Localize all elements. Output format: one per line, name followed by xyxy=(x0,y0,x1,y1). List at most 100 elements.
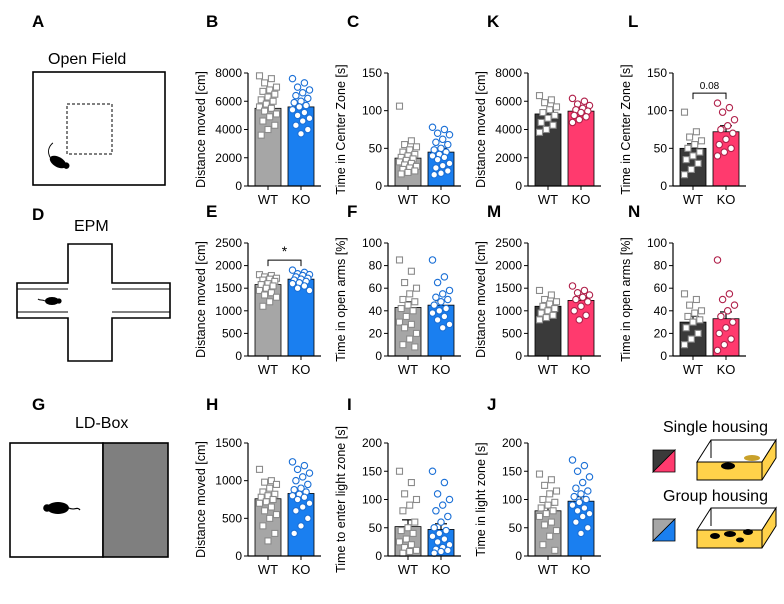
data-point-wt xyxy=(267,104,275,112)
mouse-icon xyxy=(43,502,81,514)
housing-legend: Single housing Group housing xyxy=(652,419,777,549)
data-point-ko xyxy=(298,89,307,97)
data-point-wt xyxy=(689,318,697,326)
panel-letter-i: I xyxy=(347,395,352,414)
data-point-ko xyxy=(438,323,447,332)
data-point-ko xyxy=(440,478,449,487)
data-point-wt xyxy=(537,118,545,126)
data-point-wt xyxy=(542,510,550,518)
data-point-wt xyxy=(552,527,561,535)
panel-letter-f: F xyxy=(347,202,357,221)
swatch-group-housing xyxy=(652,518,676,542)
data-point-ko xyxy=(580,286,589,295)
x-tick-label-wt: WT xyxy=(398,362,418,377)
data-point-ko xyxy=(577,302,585,311)
data-point-wt xyxy=(541,481,549,489)
chart-panel-k: K Distance moved [cm] 0 2000 4000 6000 8000 WT K… xyxy=(474,12,601,207)
bar-wt xyxy=(254,107,282,187)
data-point-ko xyxy=(432,293,440,301)
data-point-wt xyxy=(257,96,265,104)
data-point-wt xyxy=(259,87,267,95)
data-point-ko xyxy=(293,111,302,120)
data-point-wt xyxy=(549,311,557,319)
data-point-wt xyxy=(272,110,281,118)
data-point-ko xyxy=(580,504,589,512)
data-point-ko xyxy=(428,467,437,475)
panel-letter-b: B xyxy=(206,12,218,31)
significance-bracket xyxy=(692,92,727,100)
data-point-wt xyxy=(541,295,549,304)
data-point-ko xyxy=(292,121,300,130)
data-point-ko xyxy=(720,148,729,156)
y-axis-label: Distance moved [cm] xyxy=(474,241,488,358)
data-point-ko xyxy=(437,518,445,526)
data-point-ko xyxy=(444,140,452,149)
data-point-ko xyxy=(288,266,297,274)
data-point-wt xyxy=(395,318,404,326)
y-tick-label: 1500 xyxy=(495,281,522,295)
significance-label: 0.08 xyxy=(700,81,720,92)
data-point-wt xyxy=(696,148,704,156)
data-point-wt xyxy=(535,470,544,478)
panel-letter-h: H xyxy=(206,395,218,414)
data-point-ko xyxy=(433,129,442,138)
y-axis-label: Distance moved [cm] xyxy=(194,441,208,558)
data-point-ko xyxy=(722,135,730,144)
data-point-ko xyxy=(293,465,302,474)
data-point-wt xyxy=(412,329,421,337)
mouse-icon xyxy=(48,142,70,169)
data-point-wt xyxy=(401,278,409,287)
chart-panel-h: H Distance moved [cm] 0 500 1000 1500 WT KO xyxy=(194,395,321,577)
data-point-ko xyxy=(288,491,297,500)
data-point-ko xyxy=(300,493,309,501)
data-point-ko xyxy=(292,91,300,100)
data-point-wt xyxy=(272,83,281,91)
data-point-ko xyxy=(433,278,442,287)
data-point-ko xyxy=(440,153,449,162)
data-point-ko xyxy=(572,295,580,304)
chart-panel-l: L Time in Center Zone [s] 0 50 100 150 WT KO 0.0… xyxy=(619,12,746,207)
data-point-wt xyxy=(255,103,264,111)
y-tick-label: 8000 xyxy=(495,66,522,80)
data-point-ko xyxy=(298,473,307,481)
data-point-wt xyxy=(255,286,264,295)
x-tick-label-wt: WT xyxy=(538,562,558,577)
data-point-ko xyxy=(428,123,437,131)
panel-letter-k: K xyxy=(487,12,500,31)
data-point-wt xyxy=(535,316,544,324)
data-point-wt xyxy=(551,111,559,119)
data-point-ko xyxy=(582,495,590,504)
significance-label: * xyxy=(282,243,288,259)
y-axis-label: Distance moved [cm] xyxy=(194,241,208,358)
data-point-ko xyxy=(430,170,438,179)
x-tick-label-ko: KO xyxy=(717,192,736,207)
data-point-wt xyxy=(409,307,417,315)
data-point-wt xyxy=(694,329,702,337)
data-point-ko xyxy=(292,476,300,485)
data-point-ko xyxy=(304,94,312,103)
data-point-wt xyxy=(269,97,277,105)
data-point-ko xyxy=(305,86,314,94)
y-tick-label: 40 xyxy=(369,304,383,318)
panel-letter-j: J xyxy=(487,395,496,414)
panel-letter-n: N xyxy=(628,202,640,221)
data-point-wt xyxy=(267,503,275,511)
epm-title: EPM xyxy=(74,218,109,235)
data-point-ko xyxy=(715,329,723,338)
data-point-ko xyxy=(715,140,723,149)
data-point-wt xyxy=(399,341,407,349)
data-point-wt xyxy=(401,490,409,498)
y-tick-label: 1000 xyxy=(215,474,242,488)
data-point-ko xyxy=(290,98,298,107)
data-point-wt xyxy=(546,490,554,498)
x-tick-label-wt: WT xyxy=(398,562,418,577)
data-point-wt xyxy=(266,86,274,94)
y-tick-label: 60 xyxy=(369,281,383,295)
data-point-ko xyxy=(570,307,578,315)
data-point-ko xyxy=(720,340,729,349)
data-point-ko xyxy=(585,291,594,299)
data-point-ko xyxy=(572,518,580,526)
data-point-wt xyxy=(267,477,275,485)
y-tick-label: 2000 xyxy=(215,259,242,273)
data-point-wt xyxy=(552,103,561,111)
